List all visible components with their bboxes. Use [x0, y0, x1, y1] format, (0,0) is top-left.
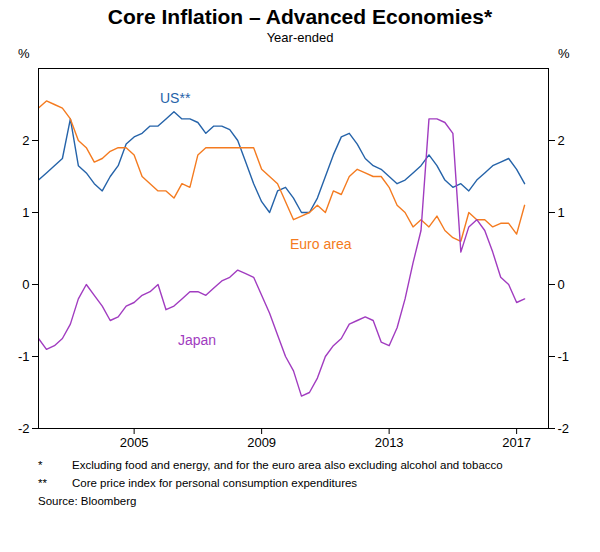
svg-text:2: 2 [558, 133, 565, 148]
svg-text:-1: -1 [558, 349, 570, 364]
svg-text:2: 2 [22, 133, 29, 148]
html-text:Euro area: Euro area [290, 236, 352, 252]
svg-text:0: 0 [558, 277, 565, 292]
html-text:US**: US** [160, 90, 191, 106]
html-text:Year-ended: Year-ended [266, 30, 334, 45]
svg-text:2009: 2009 [247, 435, 276, 450]
svg-text:-1: -1 [18, 349, 30, 364]
html-text:Core price index for personal: Core price index for personal consumptio… [72, 477, 358, 489]
svg-text:1: 1 [558, 205, 565, 220]
svg-text:0: 0 [22, 277, 29, 292]
svg-text:1: 1 [22, 205, 29, 220]
html-text:Japan: Japan [178, 332, 217, 348]
html-text:Excluding food and energy, and: Excluding food and energy, and for the e… [72, 459, 503, 471]
html-text:Core Inflation – Advanced Econ: Core Inflation – Advanced Economies* [107, 5, 493, 28]
svg-text:2005: 2005 [120, 435, 149, 450]
html-text:Source: Bloomberg: Source: Bloomberg [38, 495, 137, 507]
svg-text:-2: -2 [558, 421, 570, 436]
svg-text:2013: 2013 [375, 435, 404, 450]
svg-text:-2: -2 [18, 421, 30, 436]
svg-text:2017: 2017 [502, 435, 531, 450]
